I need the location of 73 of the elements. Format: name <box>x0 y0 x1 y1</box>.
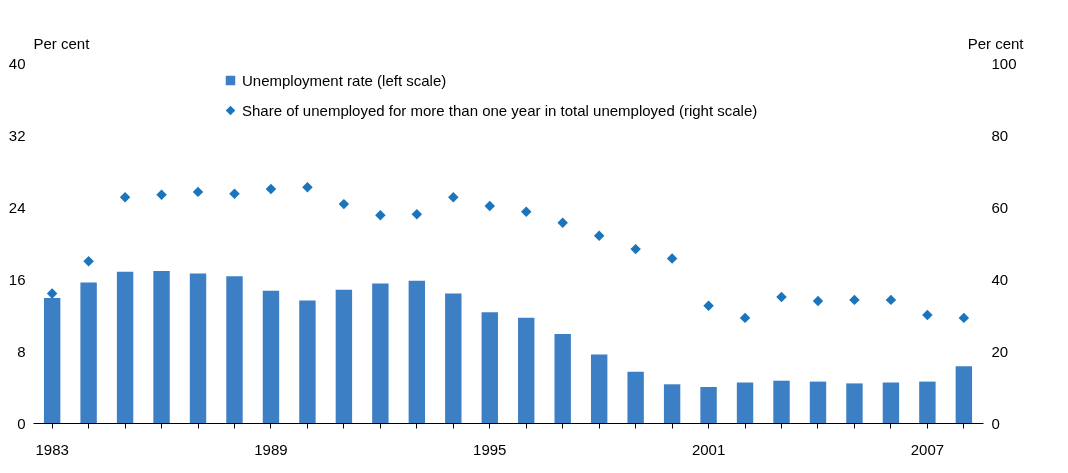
bar <box>663 384 681 423</box>
x-tick-label: 2007 <box>910 440 945 458</box>
y2-tick-label: 60 <box>991 198 1009 216</box>
y2-tick-label: 0 <box>991 414 1000 432</box>
x-tick-label: 1983 <box>35 440 69 458</box>
bar <box>80 282 97 423</box>
y-tick-label: 24 <box>8 198 26 216</box>
bar <box>335 289 353 423</box>
bar <box>445 293 462 423</box>
bar <box>116 271 134 423</box>
bar <box>590 354 608 423</box>
point <box>666 253 678 264</box>
bar <box>882 382 900 423</box>
y2-axis-title: Per cent <box>967 34 1025 52</box>
bar <box>372 283 389 423</box>
y-tick-label: 0 <box>17 414 26 432</box>
point <box>849 294 860 306</box>
point <box>411 208 423 220</box>
point <box>958 312 970 324</box>
point <box>922 309 933 321</box>
point <box>703 300 714 311</box>
point <box>119 192 131 203</box>
legend-label: Unemployment rate (left scale) <box>242 71 447 89</box>
y-tick-label: 32 <box>8 126 26 144</box>
bar <box>189 273 207 423</box>
y-tick-label: 40 <box>8 54 26 72</box>
bar <box>153 270 170 423</box>
bar <box>809 381 827 423</box>
point <box>557 217 568 229</box>
bar <box>955 366 973 423</box>
point <box>812 295 824 307</box>
legend-label: Share of unemployed for more than one year in total unemployed (right scale) <box>242 101 758 119</box>
bar <box>554 333 571 423</box>
point <box>338 198 350 210</box>
point <box>375 210 386 221</box>
x-tick-label: 1995 <box>473 440 507 458</box>
bar <box>773 380 790 423</box>
bar <box>408 280 426 423</box>
y2-tick-label: 20 <box>991 342 1009 360</box>
point <box>593 230 605 242</box>
point <box>885 294 897 306</box>
x-tick-label: 1989 <box>254 440 288 458</box>
bar <box>299 300 316 423</box>
y-axis-title: Per cent <box>33 34 91 52</box>
bar <box>262 290 280 423</box>
point <box>156 189 167 200</box>
point <box>229 188 240 199</box>
bar <box>481 312 498 423</box>
point <box>302 181 313 193</box>
y-tick-label: 8 <box>17 342 26 360</box>
bar <box>919 381 936 423</box>
point <box>739 312 751 324</box>
y2-tick-label: 40 <box>991 270 1009 288</box>
y-tick-label: 16 <box>8 270 26 288</box>
point <box>192 186 204 198</box>
point <box>46 288 58 299</box>
point <box>83 256 94 267</box>
point <box>776 291 787 303</box>
point <box>520 206 532 217</box>
point <box>484 200 496 212</box>
point <box>630 243 641 255</box>
bar <box>846 383 863 423</box>
bar <box>700 387 717 423</box>
bar <box>627 371 644 423</box>
point <box>448 192 459 203</box>
x-tick-label: 2001 <box>691 440 726 458</box>
y2-tick-label: 80 <box>991 126 1009 144</box>
bar <box>518 317 535 423</box>
y2-tick-label: 100 <box>991 54 1017 72</box>
point <box>265 183 277 195</box>
bar <box>226 276 243 423</box>
bar <box>43 297 61 423</box>
bar <box>736 382 754 423</box>
